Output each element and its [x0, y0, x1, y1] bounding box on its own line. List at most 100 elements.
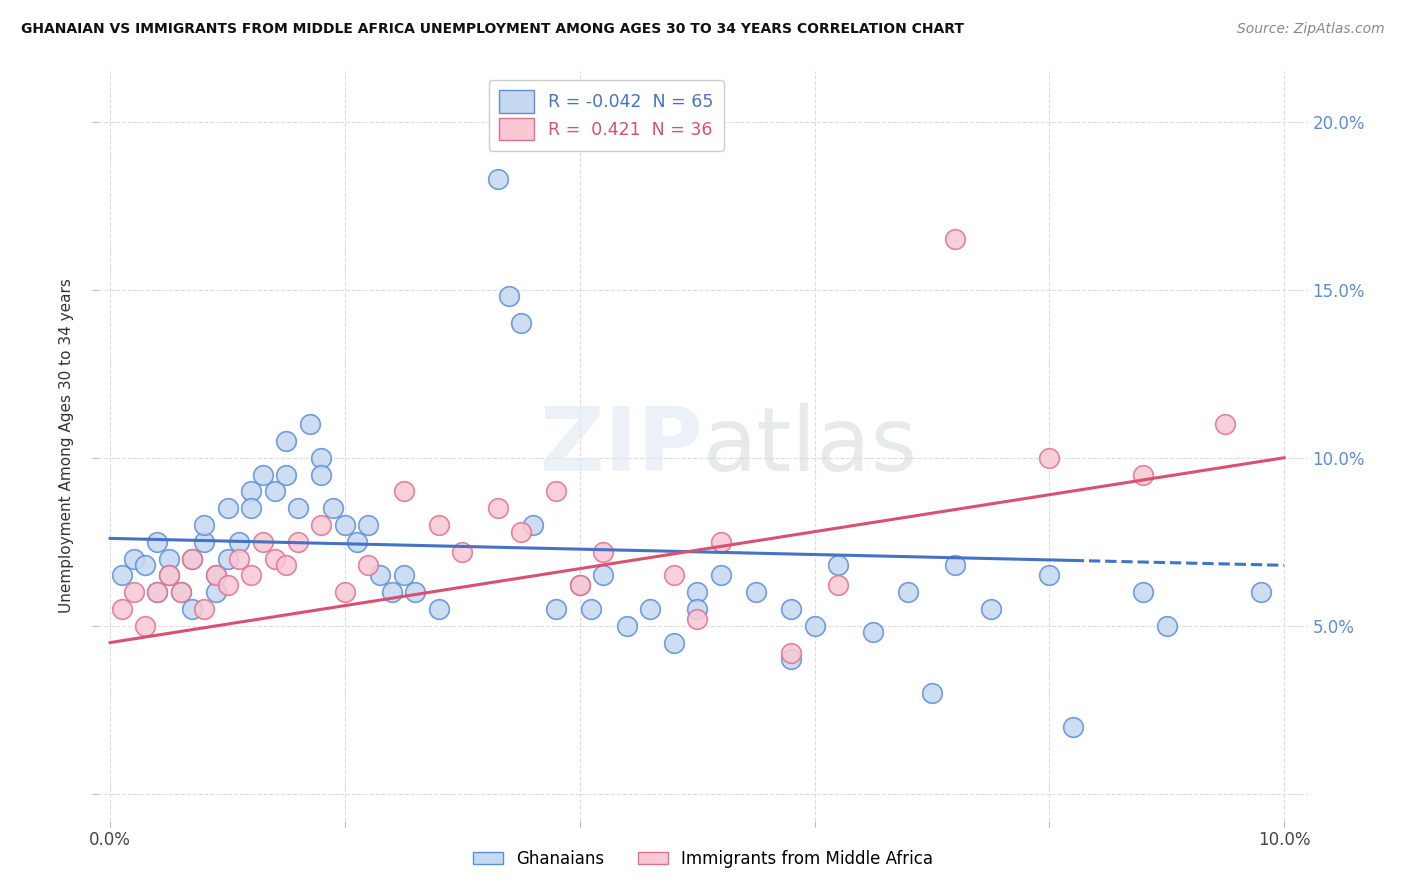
Point [181, 602, 204, 616]
Point [710, 534, 733, 549]
Point [522, 518, 544, 533]
Point [427, 602, 450, 616]
Point [897, 585, 920, 599]
Point [169, 585, 191, 599]
Legend: R = -0.042  N = 65, R =  0.421  N = 36: R = -0.042 N = 65, R = 0.421 N = 36 [489, 80, 724, 151]
Point [1215, 417, 1237, 432]
Point [122, 585, 145, 599]
Point [322, 501, 344, 516]
Point [228, 551, 250, 566]
Point [240, 484, 263, 499]
Point [204, 568, 226, 582]
Point [404, 585, 426, 599]
Point [217, 501, 239, 516]
Point [357, 518, 380, 533]
Point [780, 646, 803, 660]
Point [287, 501, 309, 516]
Point [486, 172, 509, 186]
Point [686, 602, 709, 616]
Point [827, 578, 849, 592]
Point [276, 434, 298, 448]
Point [686, 585, 709, 599]
Point [803, 619, 825, 633]
Point [1132, 467, 1154, 482]
Point [311, 467, 333, 482]
Point [568, 578, 591, 592]
Point [134, 558, 156, 573]
Point [427, 518, 450, 533]
Point [498, 289, 520, 303]
Point [311, 518, 333, 533]
Point [451, 545, 474, 559]
Point [780, 652, 803, 666]
Point [193, 518, 215, 533]
Point [546, 602, 568, 616]
Point [298, 417, 321, 432]
Point [157, 551, 180, 566]
Point [157, 568, 180, 582]
Point [486, 501, 509, 516]
Point [252, 534, 274, 549]
Point [568, 578, 591, 592]
Point [392, 568, 415, 582]
Point [111, 568, 134, 582]
Point [686, 612, 709, 626]
Point [276, 558, 298, 573]
Text: Source: ZipAtlas.com: Source: ZipAtlas.com [1237, 22, 1385, 37]
Point [616, 619, 638, 633]
Point [276, 467, 298, 482]
Legend: Ghanaians, Immigrants from Middle Africa: Ghanaians, Immigrants from Middle Africa [467, 844, 939, 875]
Text: ZIP: ZIP [540, 402, 703, 490]
Point [111, 602, 134, 616]
Point [510, 524, 533, 539]
Point [745, 585, 768, 599]
Point [368, 568, 391, 582]
Point [146, 534, 169, 549]
Y-axis label: Unemployment Among Ages 30 to 34 years: Unemployment Among Ages 30 to 34 years [59, 278, 75, 614]
Point [134, 619, 156, 633]
Point [357, 558, 380, 573]
Point [980, 602, 1002, 616]
Point [193, 534, 215, 549]
Point [193, 602, 215, 616]
Point [333, 518, 356, 533]
Point [392, 484, 415, 499]
Point [1062, 720, 1084, 734]
Point [333, 585, 356, 599]
Point [122, 551, 145, 566]
Point [1038, 568, 1060, 582]
Point [827, 558, 849, 573]
Point [311, 450, 333, 465]
Point [146, 585, 169, 599]
Point [204, 568, 226, 582]
Point [945, 232, 967, 246]
Point [228, 534, 250, 549]
Point [263, 484, 285, 499]
Point [546, 484, 568, 499]
Point [662, 635, 685, 649]
Point [169, 585, 191, 599]
Point [945, 558, 967, 573]
Point [346, 534, 368, 549]
Point [510, 317, 533, 331]
Point [592, 545, 614, 559]
Point [287, 534, 309, 549]
Point [217, 551, 239, 566]
Point [146, 585, 169, 599]
Point [240, 501, 263, 516]
Point [157, 568, 180, 582]
Point [263, 551, 285, 566]
Point [638, 602, 661, 616]
Text: GHANAIAN VS IMMIGRANTS FROM MIDDLE AFRICA UNEMPLOYMENT AMONG AGES 30 TO 34 YEARS: GHANAIAN VS IMMIGRANTS FROM MIDDLE AFRIC… [21, 22, 965, 37]
Point [1250, 585, 1272, 599]
Point [780, 602, 803, 616]
Point [252, 467, 274, 482]
Point [710, 568, 733, 582]
Point [181, 551, 204, 566]
Point [662, 568, 685, 582]
Point [921, 686, 943, 700]
Point [381, 585, 404, 599]
Point [1156, 619, 1178, 633]
Text: atlas: atlas [703, 402, 918, 490]
Point [862, 625, 884, 640]
